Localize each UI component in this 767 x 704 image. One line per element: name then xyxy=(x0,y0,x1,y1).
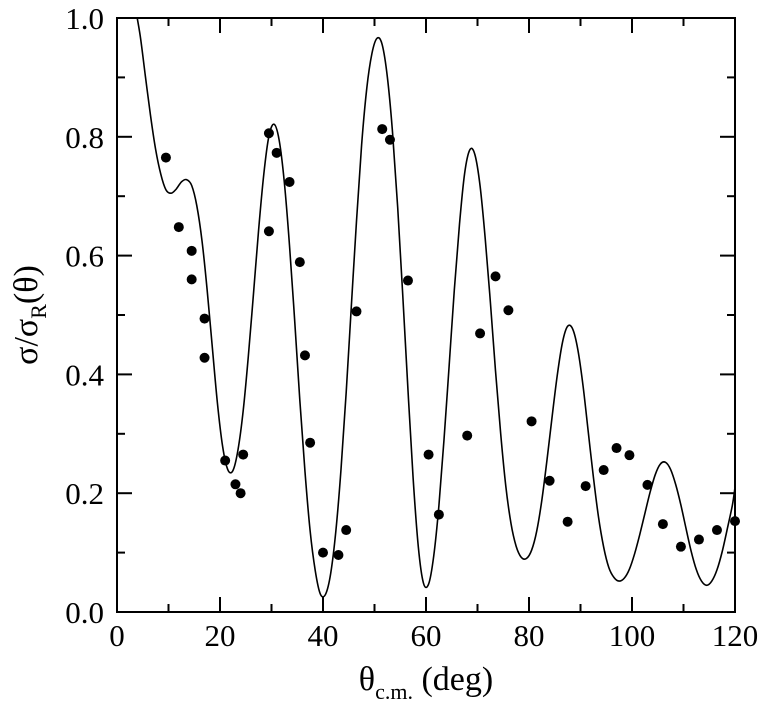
data-point xyxy=(263,226,274,237)
x-axis-title-rest: (deg) xyxy=(413,661,493,698)
data-point xyxy=(423,449,434,460)
data-point xyxy=(351,306,362,317)
data-point xyxy=(235,488,246,499)
data-point xyxy=(294,257,305,268)
data-point xyxy=(186,245,197,256)
data-point xyxy=(693,534,704,545)
data-point xyxy=(238,449,249,460)
x-axis-title-sub: c.m. xyxy=(375,679,413,704)
data-point xyxy=(544,475,555,486)
data-point xyxy=(377,124,388,135)
y-axis-title-sub: R xyxy=(26,304,51,319)
data-point xyxy=(333,549,344,560)
data-point xyxy=(433,509,444,520)
y-axis-title-p1: σ/σ xyxy=(8,319,45,365)
data-point xyxy=(230,479,241,490)
model-curve xyxy=(136,18,735,598)
y-axis-title-p2: (θ) xyxy=(8,265,45,304)
x-tick-label: 40 xyxy=(308,618,339,653)
data-point xyxy=(173,222,184,233)
data-point xyxy=(475,328,486,339)
data-point xyxy=(199,352,210,363)
data-point xyxy=(642,479,653,490)
data-point xyxy=(598,465,609,476)
data-point xyxy=(562,516,573,527)
data-point xyxy=(462,430,473,441)
points-layer xyxy=(160,124,740,560)
data-point xyxy=(199,313,210,324)
x-tick-label: 60 xyxy=(411,618,442,653)
data-point xyxy=(611,443,622,454)
x-tick-label: 0 xyxy=(109,618,125,653)
y-tick-label: 0.8 xyxy=(65,120,104,155)
y-tick-label: 0.4 xyxy=(65,357,104,392)
data-point xyxy=(503,305,514,316)
data-point xyxy=(341,525,352,536)
data-point xyxy=(263,128,274,139)
x-tick-label: 100 xyxy=(609,618,656,653)
data-point xyxy=(657,519,668,530)
data-point xyxy=(305,437,316,448)
data-point xyxy=(624,450,635,461)
y-tick-label: 1.0 xyxy=(65,1,104,36)
data-point xyxy=(580,481,591,492)
data-point xyxy=(186,274,197,285)
x-axis-title: θc.m. (deg) xyxy=(359,661,493,704)
data-point xyxy=(271,147,282,158)
data-point xyxy=(284,176,295,187)
plot-frame xyxy=(116,17,736,613)
data-point xyxy=(490,271,501,282)
y-tick-label: 0.6 xyxy=(65,239,104,274)
series-layer xyxy=(136,18,735,598)
data-point xyxy=(318,547,328,558)
y-axis-title: σ/σR(θ) xyxy=(8,265,51,365)
data-point xyxy=(160,152,171,163)
x-tick-label: 80 xyxy=(514,618,545,653)
axis-tick-labels: 0 20 40 60 80 100 120 0.0 0.2 0.4 0.6 0.8 1.0 xyxy=(65,1,758,653)
x-axis-title-main: θ xyxy=(359,661,375,698)
data-point xyxy=(299,350,310,361)
data-point xyxy=(402,275,413,286)
data-point xyxy=(526,416,537,427)
x-tick-label: 120 xyxy=(712,618,759,653)
data-point xyxy=(711,525,722,536)
data-point xyxy=(384,134,395,145)
y-tick-label: 0.2 xyxy=(65,476,104,511)
x-tick-label: 20 xyxy=(205,618,236,653)
data-point xyxy=(675,541,686,552)
data-point xyxy=(220,455,231,466)
y-tick-label: 0.0 xyxy=(65,595,104,630)
